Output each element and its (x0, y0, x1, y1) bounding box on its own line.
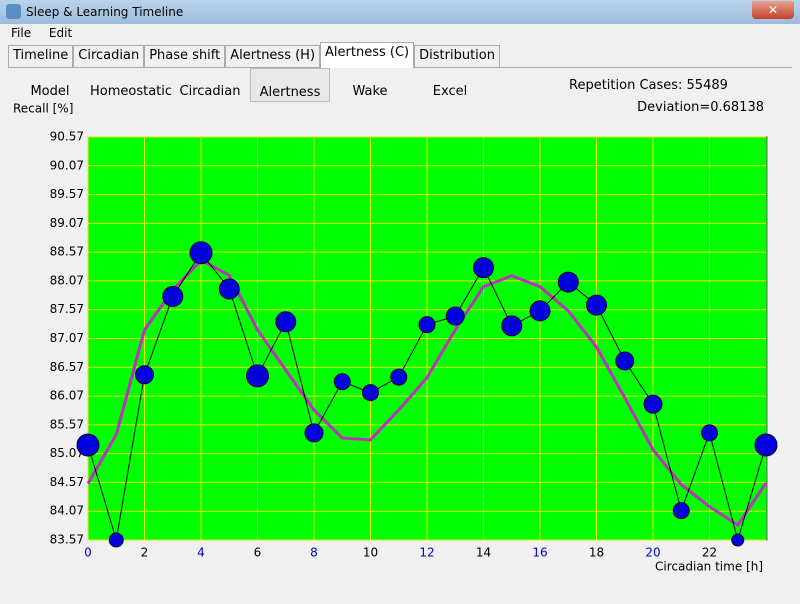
data-point (615, 351, 635, 371)
data-point (162, 285, 184, 307)
button[interactable]: Alertness (250, 68, 330, 102)
y-tick-label: 89.07 (50, 216, 84, 230)
x-tick-label: 10 (363, 546, 378, 560)
x-tick-label: 12 (419, 546, 434, 560)
data-point (672, 502, 690, 520)
y-tick-label: 90.07 (50, 158, 84, 172)
data-point (108, 532, 124, 548)
y-tick-label: 84.07 (50, 504, 84, 518)
data-point (418, 316, 436, 334)
data-point (731, 533, 745, 547)
data-point (390, 368, 408, 386)
data-point (473, 257, 494, 279)
data-point (76, 433, 100, 457)
tab[interactable]: Phase shift (144, 45, 226, 67)
data-point (275, 311, 297, 333)
x-tick-label: 22 (702, 546, 717, 560)
tab-selected[interactable]: Alertness (C) (320, 42, 415, 68)
tab-bar: Timeline Circadian Phase shift Alertness… (8, 42, 792, 68)
tab[interactable]: Alertness (H) (225, 45, 321, 67)
data-point (362, 384, 379, 402)
close-button[interactable]: ✕ (752, 1, 794, 19)
y-axis-label: Recall [%] (13, 102, 73, 116)
data-point (557, 271, 579, 293)
data-point (586, 294, 607, 316)
x-tick-label: 2 (141, 546, 149, 560)
tab[interactable]: Distribution (414, 45, 500, 67)
x-tick-label: 18 (589, 546, 604, 560)
data-point (304, 423, 324, 443)
button[interactable]: Wake (352, 84, 388, 99)
data-point (529, 300, 551, 322)
menu-bar: File Edit (0, 26, 800, 44)
x-tick-label: 8 (310, 546, 318, 560)
y-tick-label: 89.57 (50, 187, 84, 201)
data-point (218, 278, 240, 300)
y-tick-label: 83.57 (50, 533, 84, 547)
y-tick-label: 87.07 (50, 331, 84, 345)
button[interactable]: Homeostatic (90, 84, 173, 99)
tab[interactable]: Timeline (8, 45, 74, 67)
y-tick-label: 86.07 (50, 389, 84, 403)
data-point (754, 433, 778, 457)
x-tick-label: 16 (532, 546, 547, 560)
x-axis-label: Circadian time [h] (655, 560, 763, 574)
app-icon (6, 4, 21, 19)
x-tick-label: 0 (84, 546, 92, 560)
y-tick-label: 87.57 (50, 302, 84, 316)
y-tick-label: 90.57 (50, 130, 84, 144)
x-tick-label: 6 (254, 546, 262, 560)
data-point (701, 424, 718, 442)
y-tick-label: 85.57 (50, 417, 84, 431)
data-point (135, 365, 154, 385)
window-title: Sleep & Learning Timeline (26, 5, 184, 19)
menu-item[interactable]: Edit (48, 26, 73, 40)
data-point (643, 394, 663, 414)
y-tick-label: 88.57 (50, 245, 84, 259)
data-point (246, 364, 269, 388)
y-tick-label: 86.57 (50, 360, 84, 374)
x-tick-label: 14 (476, 546, 491, 560)
button[interactable]: Circadian (179, 84, 241, 99)
x-tick-label: 4 (197, 546, 205, 560)
y-tick-label: 84.57 (50, 475, 84, 489)
data-point (333, 373, 351, 391)
deviation-info: Deviation=0.68138 (637, 100, 764, 115)
menu-item[interactable]: File (11, 26, 32, 40)
title-bar: Sleep & Learning Timeline ✕ (0, 0, 800, 24)
repetition-info: Repetition Cases: 55489 (569, 78, 728, 93)
button[interactable]: Excel (432, 84, 468, 99)
y-tick-label: 85.07 (50, 446, 84, 460)
data-point (501, 315, 523, 337)
data-point (445, 306, 465, 326)
button[interactable]: Model (30, 84, 70, 99)
x-tick-label: 20 (645, 546, 660, 560)
data-point (189, 241, 213, 265)
y-tick-label: 88.07 (50, 273, 84, 287)
tab[interactable]: Circadian (73, 45, 145, 67)
